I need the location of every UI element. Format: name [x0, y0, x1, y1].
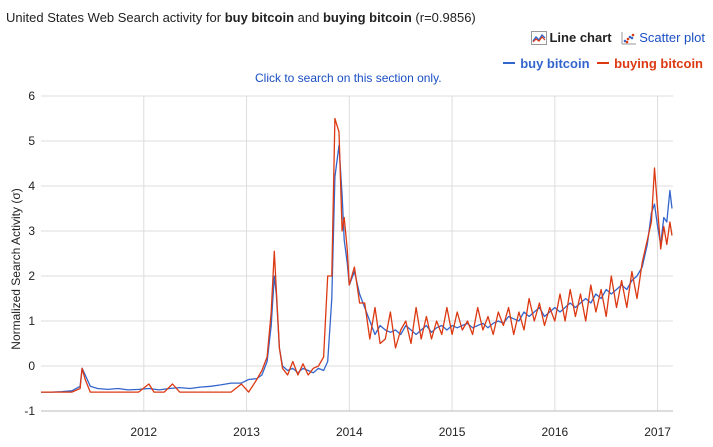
- y-tick-label: 5: [28, 134, 35, 148]
- y-tick-label: 3: [28, 224, 35, 238]
- y-tick-label: 4: [28, 179, 35, 193]
- y-tick-label: 2: [28, 269, 35, 283]
- y-axis-ticks: -1 0 1 2 3 4 5 6: [24, 89, 35, 418]
- legend-item-buying-bitcoin: buying bitcoin: [597, 56, 703, 71]
- series-lines: [41, 117, 673, 393]
- legend-label-buying-bitcoin: buying bitcoin: [614, 55, 703, 71]
- scatter-plot-toggle[interactable]: Scatter plot: [621, 30, 705, 45]
- y-tick-label: 1: [28, 314, 35, 328]
- x-tick-label: 2017: [644, 425, 671, 439]
- line-chart-label: Line chart: [549, 30, 612, 45]
- y-tick-label: -1: [24, 404, 35, 418]
- y-axis-title: Normalized Search Activity (σ): [9, 188, 23, 349]
- x-tick-label: 2013: [233, 425, 260, 439]
- line-chart-icon: [531, 30, 548, 45]
- series-line-buying-bitcoin: [41, 117, 673, 393]
- scatter-plot-label: Scatter plot: [639, 30, 705, 45]
- title-suffix: (r=0.9856): [411, 10, 476, 25]
- chart-title: United States Web Search activity for bu…: [6, 10, 476, 25]
- x-axis-ticks: 2012 2013 2014 2015 2016 2017: [130, 425, 671, 439]
- legend-label-buy-bitcoin: buy bitcoin: [520, 55, 590, 71]
- x-tick-label: 2012: [130, 425, 157, 439]
- scatter-plot-icon: [621, 31, 637, 44]
- title-prefix: United States Web Search activity for: [6, 10, 225, 25]
- title-and: and: [294, 10, 323, 25]
- title-term-2: buying bitcoin: [322, 10, 412, 25]
- legend-swatch-buy-bitcoin: [503, 62, 516, 64]
- x-tick-label: 2014: [336, 425, 363, 439]
- legend-item-buy-bitcoin: buy bitcoin: [503, 55, 590, 71]
- x-tick-label: 2015: [439, 425, 466, 439]
- legend-swatch-buying-bitcoin: [597, 62, 610, 64]
- title-term-1: buy bitcoin: [224, 10, 295, 25]
- view-toggle: Line chart Scatter plot: [525, 30, 705, 48]
- grid-lines: [41, 95, 673, 412]
- legend: buy bitcoin buying bitcoin: [499, 52, 703, 71]
- series-line-buy-bitcoin: [41, 144, 673, 393]
- x-tick-label: 2016: [541, 425, 568, 439]
- line-chart-toggle[interactable]: Line chart: [531, 30, 612, 45]
- search-section-hint[interactable]: Click to search on this section only.: [255, 71, 442, 85]
- y-tick-label: 0: [28, 359, 35, 373]
- y-tick-label: 6: [28, 89, 35, 103]
